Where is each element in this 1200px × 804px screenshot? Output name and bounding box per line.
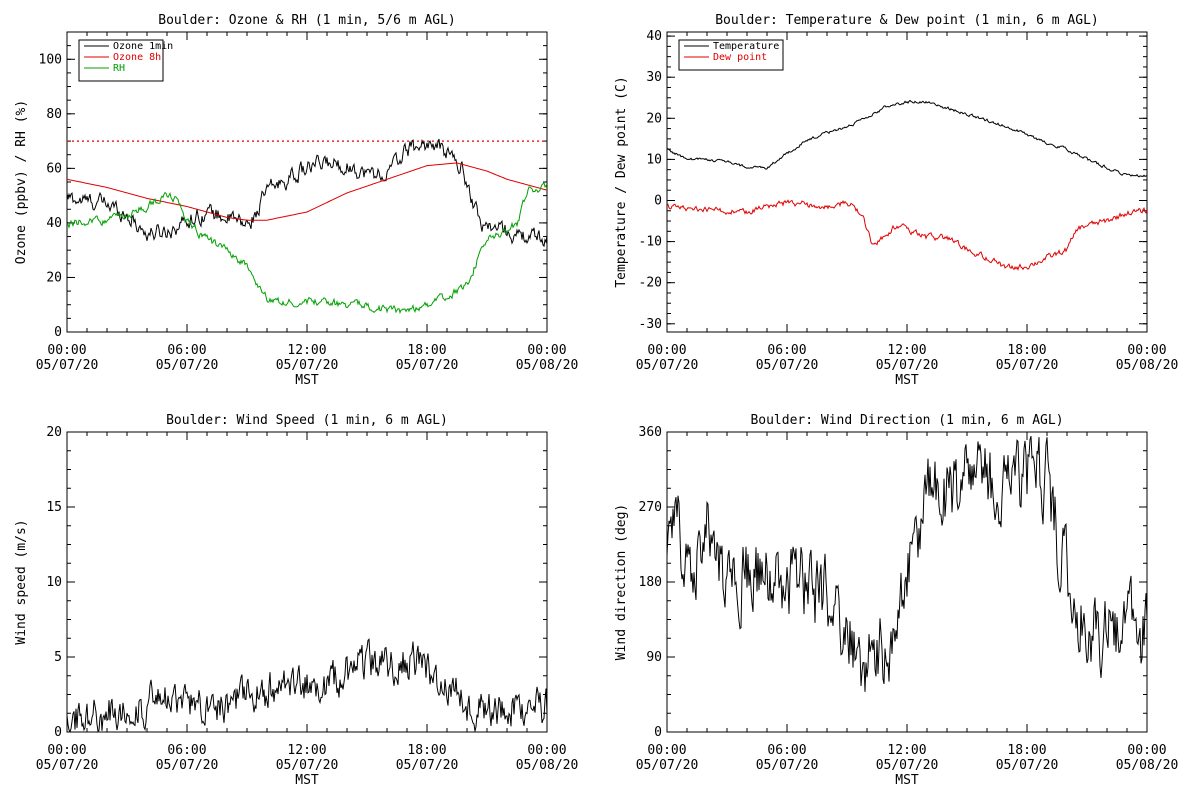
x-tick-time-label: 12:00 — [887, 743, 926, 758]
series-line-ozone-1min — [67, 138, 547, 248]
y-tick-label: 0 — [654, 193, 662, 208]
x-tick-date-label: 05/07/20 — [996, 758, 1059, 773]
y-tick-label: 15 — [46, 500, 62, 515]
y-tick-label: -20 — [639, 276, 662, 291]
series-line-series-0 — [67, 638, 547, 732]
y-tick-label: 360 — [639, 425, 662, 440]
y-tick-label: 80 — [46, 107, 62, 122]
plot-frame — [66, 431, 548, 733]
y-tick-label: 100 — [39, 52, 62, 67]
x-tick-time-label: 06:00 — [167, 743, 206, 758]
y-tick-label: 20 — [46, 270, 62, 285]
y-tick-label: 10 — [646, 152, 662, 167]
x-tick-time-label: 18:00 — [1007, 343, 1046, 358]
y-tick-label: 180 — [639, 575, 662, 590]
series-line-dew-point — [667, 199, 1147, 271]
y-tick-label: -10 — [639, 235, 662, 250]
y-axis-label: Wind direction (deg) — [614, 504, 629, 661]
x-tick-time-label: 18:00 — [407, 743, 446, 758]
y-tick-label: 40 — [46, 216, 62, 231]
x-tick-time-label: 00:00 — [47, 343, 86, 358]
x-tick-time-label: 06:00 — [167, 343, 206, 358]
y-tick-label: 20 — [46, 425, 62, 440]
x-axis-label: MST — [895, 373, 919, 388]
x-tick-date-label: 05/07/20 — [756, 758, 819, 773]
chart-title: Boulder: Temperature & Dew point (1 min,… — [715, 13, 1099, 28]
chart-title: Boulder: Wind Direction (1 min, 6 m AGL) — [750, 413, 1063, 428]
x-axis-label: MST — [895, 773, 919, 788]
y-tick-label: 5 — [54, 650, 62, 665]
chart-panel-2: Boulder: Wind Speed (1 min, 6 m AGL) 0 5 10… — [14, 413, 578, 788]
y-axis-label: Wind speed (m/s) — [14, 519, 29, 644]
chart-title: Boulder: Ozone & RH (1 min, 5/6 m AGL) — [158, 13, 455, 28]
y-tick-label: 20 — [646, 111, 662, 126]
legend-label: Ozone 8h — [113, 52, 161, 63]
y-tick-label: 0 — [54, 325, 62, 340]
y-tick-label: 30 — [646, 70, 662, 85]
x-tick-time-label: 06:00 — [767, 743, 806, 758]
legend-box — [78, 39, 164, 82]
x-tick-date-label: 05/08/20 — [1116, 758, 1179, 773]
x-tick-date-label: 05/07/20 — [156, 758, 219, 773]
x-tick-date-label: 05/07/20 — [156, 358, 219, 373]
x-tick-time-label: 18:00 — [407, 343, 446, 358]
x-tick-time-label: 00:00 — [1127, 743, 1166, 758]
x-tick-time-label: 12:00 — [887, 343, 926, 358]
series-line-temperature — [667, 99, 1147, 178]
x-tick-date-label: 05/07/20 — [276, 358, 339, 373]
x-tick-date-label: 05/07/20 — [276, 758, 339, 773]
x-tick-time-label: 00:00 — [527, 743, 566, 758]
x-tick-date-label: 05/08/20 — [516, 758, 579, 773]
y-tick-label: 0 — [654, 725, 662, 740]
x-axis-label: MST — [295, 373, 319, 388]
x-tick-date-label: 05/07/20 — [396, 758, 459, 773]
x-tick-time-label: 00:00 — [47, 743, 86, 758]
x-tick-time-label: 00:00 — [647, 343, 686, 358]
y-tick-label: 40 — [646, 29, 662, 44]
x-tick-date-label: 05/07/20 — [996, 358, 1059, 373]
legend-label: Ozone 1min — [113, 41, 173, 52]
chart-panel-0: Boulder: Ozone & RH (1 min, 5/6 m AGL) 0 2… — [14, 13, 578, 388]
x-tick-date-label: 05/07/20 — [36, 358, 99, 373]
y-tick-label: -30 — [639, 317, 662, 332]
y-axis-label: Temperature / Dew point (C) — [614, 76, 629, 287]
legend-label: RH — [113, 63, 125, 74]
x-tick-time-label: 12:00 — [287, 343, 326, 358]
x-tick-time-label: 00:00 — [647, 743, 686, 758]
x-tick-date-label: 05/07/20 — [636, 758, 699, 773]
chart-panel-1: Boulder: Temperature & Dew point (1 min,… — [614, 13, 1178, 388]
x-tick-date-label: 05/07/20 — [876, 358, 939, 373]
series-line-ozone-8h — [67, 162, 547, 221]
x-tick-date-label: 05/08/20 — [516, 358, 579, 373]
legend-label: Temperature — [713, 41, 779, 52]
x-tick-date-label: 05/07/20 — [636, 358, 699, 373]
chart-panel-3: Boulder: Wind Direction (1 min, 6 m AGL)… — [614, 413, 1178, 788]
x-tick-date-label: 05/08/20 — [1116, 358, 1179, 373]
y-tick-label: 0 — [54, 725, 62, 740]
plot-frame — [666, 31, 1148, 333]
x-tick-date-label: 05/07/20 — [36, 758, 99, 773]
x-tick-time-label: 18:00 — [1007, 743, 1046, 758]
y-tick-label: 10 — [46, 575, 62, 590]
x-tick-date-label: 05/07/20 — [396, 358, 459, 373]
x-tick-time-label: 00:00 — [527, 343, 566, 358]
y-tick-label: 90 — [646, 650, 662, 665]
legend-box — [678, 39, 784, 71]
x-tick-time-label: 12:00 — [287, 743, 326, 758]
x-tick-time-label: 06:00 — [767, 343, 806, 358]
series-line-rh — [67, 181, 547, 315]
y-axis-label: Ozone (ppbv) / RH (%) — [14, 100, 29, 264]
x-tick-date-label: 05/07/20 — [876, 758, 939, 773]
series-line-series-0 — [667, 435, 1147, 692]
y-tick-label: 60 — [46, 161, 62, 176]
legend-label: Dew point — [713, 52, 767, 63]
x-tick-time-label: 00:00 — [1127, 343, 1166, 358]
x-axis-label: MST — [295, 773, 319, 788]
y-tick-label: 270 — [639, 500, 662, 515]
x-tick-date-label: 05/07/20 — [756, 358, 819, 373]
chart-title: Boulder: Wind Speed (1 min, 6 m AGL) — [166, 413, 448, 428]
